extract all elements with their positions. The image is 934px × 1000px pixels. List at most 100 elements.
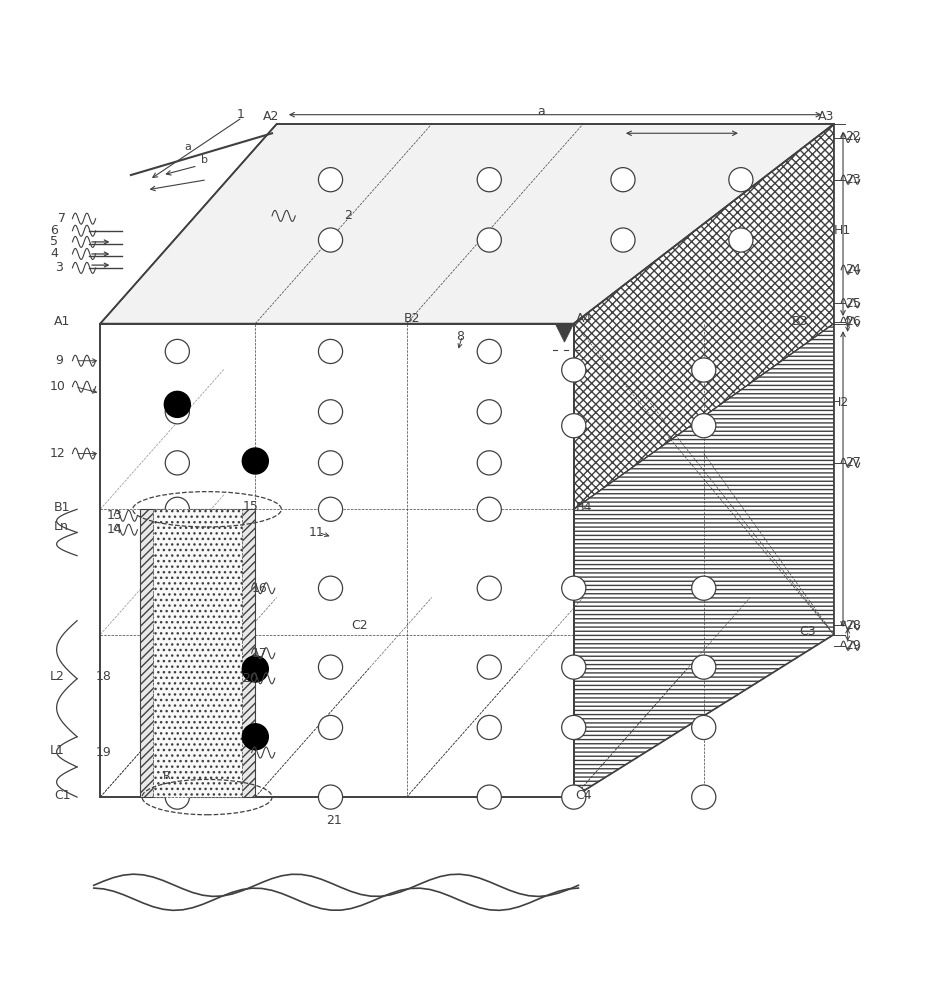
Text: 16: 16 bbox=[251, 582, 267, 595]
Text: B2: B2 bbox=[403, 312, 420, 325]
Circle shape bbox=[561, 785, 586, 809]
Text: 28: 28 bbox=[845, 619, 861, 632]
Text: A3: A3 bbox=[818, 110, 834, 123]
Text: 19: 19 bbox=[95, 746, 111, 759]
Text: C4: C4 bbox=[575, 789, 592, 802]
Text: 20: 20 bbox=[242, 672, 258, 685]
Text: L1: L1 bbox=[50, 744, 65, 757]
Text: C1: C1 bbox=[54, 789, 70, 802]
Text: B3: B3 bbox=[792, 315, 809, 328]
Circle shape bbox=[561, 576, 586, 600]
Circle shape bbox=[477, 228, 502, 252]
Text: 14: 14 bbox=[106, 523, 122, 536]
Circle shape bbox=[242, 448, 268, 474]
Text: A1: A1 bbox=[54, 315, 70, 328]
Polygon shape bbox=[153, 509, 242, 797]
Circle shape bbox=[692, 655, 715, 679]
Circle shape bbox=[729, 228, 753, 252]
Circle shape bbox=[242, 724, 268, 750]
Circle shape bbox=[318, 228, 343, 252]
Text: 15: 15 bbox=[242, 500, 258, 513]
Circle shape bbox=[165, 400, 190, 424]
Circle shape bbox=[165, 655, 190, 679]
Circle shape bbox=[318, 339, 343, 364]
Text: 22: 22 bbox=[845, 130, 860, 143]
Circle shape bbox=[165, 339, 190, 364]
Text: 7: 7 bbox=[59, 212, 66, 225]
Text: 12: 12 bbox=[50, 447, 66, 460]
Circle shape bbox=[611, 168, 635, 192]
Circle shape bbox=[729, 168, 753, 192]
Circle shape bbox=[477, 451, 502, 475]
Circle shape bbox=[692, 785, 715, 809]
Text: C2: C2 bbox=[351, 619, 368, 632]
Text: 27: 27 bbox=[845, 456, 861, 469]
Circle shape bbox=[477, 497, 502, 521]
Circle shape bbox=[318, 655, 343, 679]
Text: 8: 8 bbox=[456, 330, 464, 343]
Text: 10: 10 bbox=[50, 380, 66, 393]
Circle shape bbox=[165, 497, 190, 521]
Text: a: a bbox=[537, 105, 545, 118]
Circle shape bbox=[692, 715, 715, 740]
Circle shape bbox=[561, 358, 586, 382]
Circle shape bbox=[318, 497, 343, 521]
Text: 3: 3 bbox=[55, 261, 63, 274]
Text: a: a bbox=[185, 142, 191, 152]
Text: 25: 25 bbox=[845, 297, 861, 310]
Circle shape bbox=[477, 339, 502, 364]
Text: Ln: Ln bbox=[54, 520, 69, 533]
Circle shape bbox=[318, 576, 343, 600]
Text: 26: 26 bbox=[845, 315, 860, 328]
Circle shape bbox=[242, 656, 268, 682]
Circle shape bbox=[692, 414, 715, 438]
Text: H1: H1 bbox=[834, 224, 851, 237]
Text: C3: C3 bbox=[800, 625, 816, 638]
Text: 2: 2 bbox=[345, 209, 352, 222]
Text: 24: 24 bbox=[845, 263, 860, 276]
Text: 23: 23 bbox=[845, 173, 860, 186]
Text: b: b bbox=[201, 155, 207, 165]
Circle shape bbox=[477, 655, 502, 679]
Circle shape bbox=[318, 400, 343, 424]
Circle shape bbox=[165, 715, 190, 740]
Text: 21: 21 bbox=[326, 814, 342, 827]
Polygon shape bbox=[573, 324, 834, 797]
Text: 5: 5 bbox=[50, 235, 58, 248]
Circle shape bbox=[477, 576, 502, 600]
Circle shape bbox=[477, 715, 502, 740]
Text: 18: 18 bbox=[95, 670, 111, 683]
Text: R: R bbox=[163, 771, 170, 781]
Text: B1: B1 bbox=[54, 501, 70, 514]
Polygon shape bbox=[555, 324, 573, 342]
Circle shape bbox=[318, 715, 343, 740]
Text: A4: A4 bbox=[575, 312, 592, 325]
Polygon shape bbox=[573, 124, 834, 509]
Circle shape bbox=[165, 785, 190, 809]
Circle shape bbox=[692, 358, 715, 382]
Circle shape bbox=[611, 228, 635, 252]
Circle shape bbox=[318, 168, 343, 192]
Polygon shape bbox=[140, 509, 255, 797]
Text: 6: 6 bbox=[50, 224, 58, 237]
Text: H2: H2 bbox=[832, 396, 849, 409]
Circle shape bbox=[477, 785, 502, 809]
Text: A2: A2 bbox=[262, 110, 279, 123]
Text: 17: 17 bbox=[251, 647, 267, 660]
Circle shape bbox=[561, 715, 586, 740]
Text: 13: 13 bbox=[106, 509, 122, 522]
Text: 1: 1 bbox=[236, 108, 245, 121]
Polygon shape bbox=[100, 124, 834, 324]
Circle shape bbox=[164, 391, 191, 417]
Circle shape bbox=[165, 576, 190, 600]
Text: 4: 4 bbox=[50, 247, 58, 260]
Circle shape bbox=[318, 785, 343, 809]
Text: B4: B4 bbox=[575, 501, 592, 514]
Circle shape bbox=[165, 451, 190, 475]
Text: 29: 29 bbox=[845, 639, 860, 652]
Circle shape bbox=[318, 451, 343, 475]
Text: L2: L2 bbox=[50, 670, 65, 683]
Circle shape bbox=[561, 655, 586, 679]
Circle shape bbox=[477, 400, 502, 424]
Text: 9: 9 bbox=[55, 354, 63, 367]
